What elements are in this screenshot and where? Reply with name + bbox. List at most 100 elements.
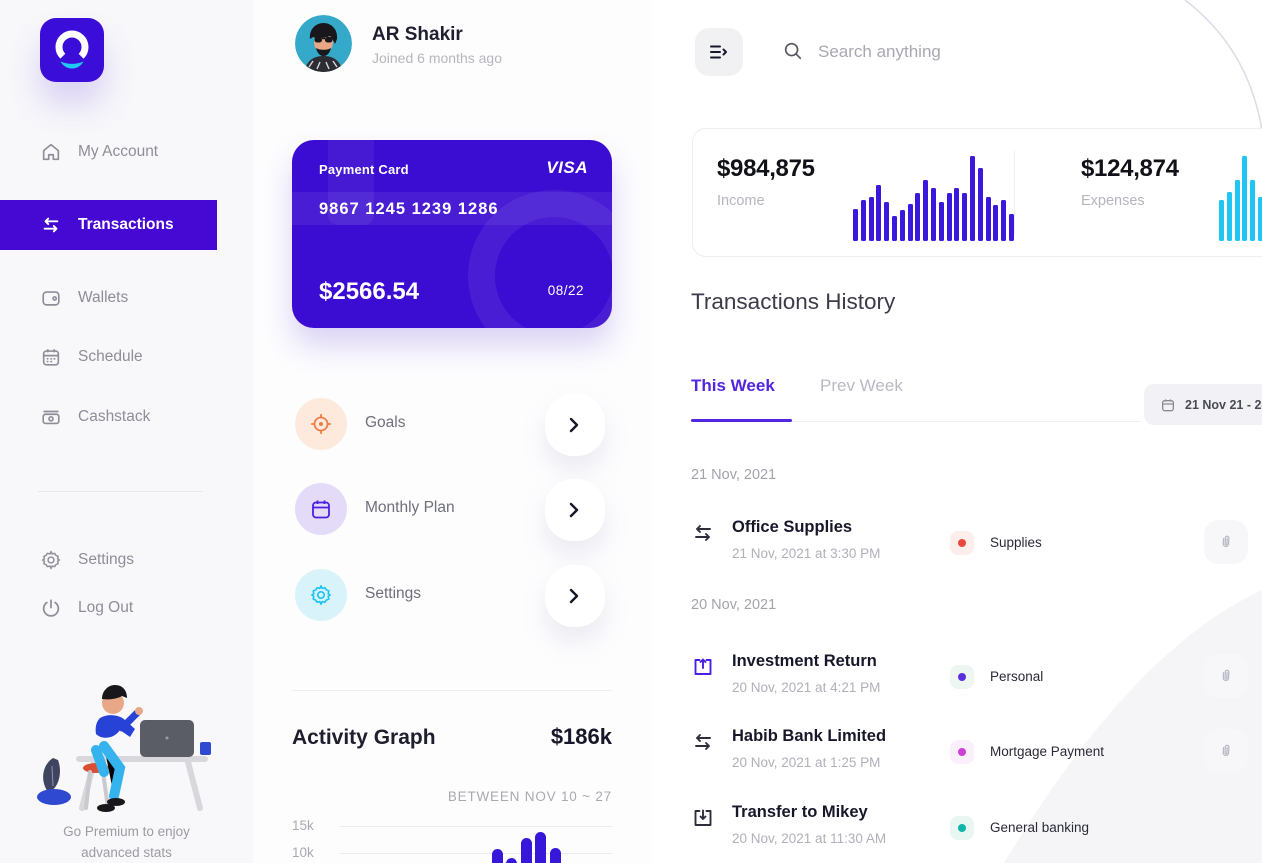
category-dot	[958, 824, 966, 832]
schedule-calendar-icon	[40, 346, 62, 368]
settings-icon-bubble	[295, 569, 347, 621]
attachment-button[interactable]	[1204, 729, 1248, 773]
transaction-title: Investment Return	[732, 652, 877, 670]
card-label: Payment Card	[319, 162, 409, 177]
chevron-pill	[545, 479, 605, 541]
power-icon	[40, 597, 62, 619]
category-chip	[950, 665, 974, 689]
income-label: Income	[717, 193, 765, 209]
transactions-swap-icon	[40, 214, 62, 236]
stats-card: $984,875 Income $124,874 Expenses	[692, 128, 1262, 257]
category-dot	[958, 673, 966, 681]
chevron-right-icon[interactable]	[568, 587, 582, 605]
home-icon	[40, 141, 62, 163]
premium-illustration	[37, 685, 211, 812]
attachment-button[interactable]	[1204, 520, 1248, 564]
chevron-pill	[545, 394, 605, 456]
activity-graph-total: $186k	[550, 724, 612, 749]
transaction-title: Office Supplies	[732, 518, 853, 536]
settings-gear-icon	[311, 585, 331, 605]
activity-graph-title: Activity Graph	[292, 726, 436, 749]
avatar-image	[295, 15, 352, 72]
quick-link-settings[interactable]: Settings	[253, 565, 652, 629]
transaction-time: 21 Nov, 2021 at 3:30 PM	[732, 546, 881, 561]
category-label: Supplies	[990, 535, 1042, 550]
expenses-value: $124,874	[1081, 155, 1179, 182]
cashstack-icon	[40, 406, 62, 428]
quick-link-label: Monthly Plan	[365, 499, 455, 516]
monthly-plan-icon-bubble	[295, 483, 347, 535]
visa-logo: VISA	[546, 158, 588, 177]
logo-mark-icon	[55, 30, 89, 69]
y-tick-15k: 15k	[292, 818, 314, 833]
profile-joined: Joined 6 months ago	[372, 50, 502, 66]
sidebar-item-schedule[interactable]: Schedule	[0, 332, 253, 382]
tab-prev-week[interactable]: Prev Week	[820, 376, 903, 395]
quick-link-monthly-plan[interactable]: Monthly Plan	[253, 479, 652, 543]
gear-icon	[40, 549, 62, 571]
sidebar-item-my-account[interactable]: My Account	[0, 127, 253, 177]
category-chip	[950, 740, 974, 764]
premium-promo-text: Go Premium to enjoy advanced stats	[63, 824, 190, 860]
gridline-10k	[340, 853, 612, 854]
sidebar-divider	[38, 491, 203, 492]
card-decoration-band	[328, 140, 374, 225]
sidebar-item-transactions[interactable]: Transactions	[0, 200, 217, 250]
date-range-chip[interactable]: 21 Nov 21 - 28	[1144, 384, 1262, 425]
tabs-baseline	[691, 421, 1141, 422]
sidebar-item-log-out[interactable]: Log Out	[0, 583, 253, 633]
category-chip	[950, 531, 974, 555]
attachment-button[interactable]	[1204, 654, 1248, 698]
search-input[interactable]	[816, 36, 1120, 68]
sidebar-item-label: Transactions	[78, 216, 174, 233]
paperclip-icon	[1222, 669, 1230, 682]
sidebar: My Account Transactions Wallets Schedule	[0, 0, 254, 863]
deposit-in-icon	[691, 655, 715, 679]
swap-arrows-icon	[691, 521, 715, 545]
quick-link-goals[interactable]: Goals	[253, 394, 652, 458]
expenses-label: Expenses	[1081, 193, 1145, 209]
quick-link-label: Settings	[365, 585, 422, 602]
sidebar-item-label: Cashstack	[78, 408, 151, 425]
card-number: 9867 1245 1239 1286	[319, 200, 499, 218]
chevron-right-icon[interactable]	[568, 501, 582, 519]
income-mini-chart	[853, 156, 1017, 241]
app-logo[interactable]	[40, 18, 104, 82]
activity-graph-chart: 15k 10k	[292, 815, 612, 863]
sidebar-item-label: Log Out	[78, 599, 134, 616]
main-panel: $984,875 Income $124,874 Expenses Transa…	[652, 0, 1262, 863]
avatar[interactable]	[295, 15, 352, 72]
sidebar-item-label: Settings	[78, 551, 135, 568]
transaction-title: Transfer to Mikey	[732, 803, 868, 821]
profile-name: AR Shakir	[372, 24, 463, 45]
chevron-pill	[545, 565, 605, 627]
group-date-label: 20 Nov, 2021	[691, 597, 777, 613]
chevron-right-icon[interactable]	[568, 416, 582, 434]
collapse-menu-icon	[710, 45, 727, 59]
tab-this-week[interactable]: This Week	[691, 376, 775, 395]
card-expiry: 08/22	[547, 283, 584, 298]
date-range-text: 21 Nov 21 - 28	[1185, 397, 1262, 412]
account-panel: AR Shakir Joined 6 months ago Payment Ca…	[253, 0, 653, 863]
transaction-time: 20 Nov, 2021 at 11:30 AM	[732, 831, 887, 846]
paperclip-icon	[1222, 744, 1230, 757]
goals-target-icon	[310, 413, 332, 435]
category-dot	[958, 539, 966, 547]
search-icon	[782, 40, 804, 62]
sidebar-item-settings[interactable]: Settings	[0, 535, 253, 585]
gridline-15k	[340, 826, 612, 827]
category-dot	[958, 748, 966, 756]
activity-graph-subtitle: BETWEEN NOV 10 ~ 27	[447, 789, 612, 804]
sidebar-item-cashstack[interactable]: Cashstack	[0, 392, 253, 442]
sidebar-collapse-button[interactable]	[695, 28, 743, 76]
sidebar-item-wallets[interactable]: Wallets	[0, 273, 253, 323]
section-divider	[292, 690, 612, 691]
group-date-label: 21 Nov, 2021	[691, 467, 777, 483]
monthly-plan-calendar-icon	[312, 500, 330, 519]
transactions-history-title: Transactions History	[691, 289, 896, 314]
category-chip	[950, 816, 974, 840]
quick-link-label: Goals	[365, 414, 406, 431]
category-label: Personal	[990, 669, 1044, 684]
wallet-icon	[40, 287, 62, 309]
